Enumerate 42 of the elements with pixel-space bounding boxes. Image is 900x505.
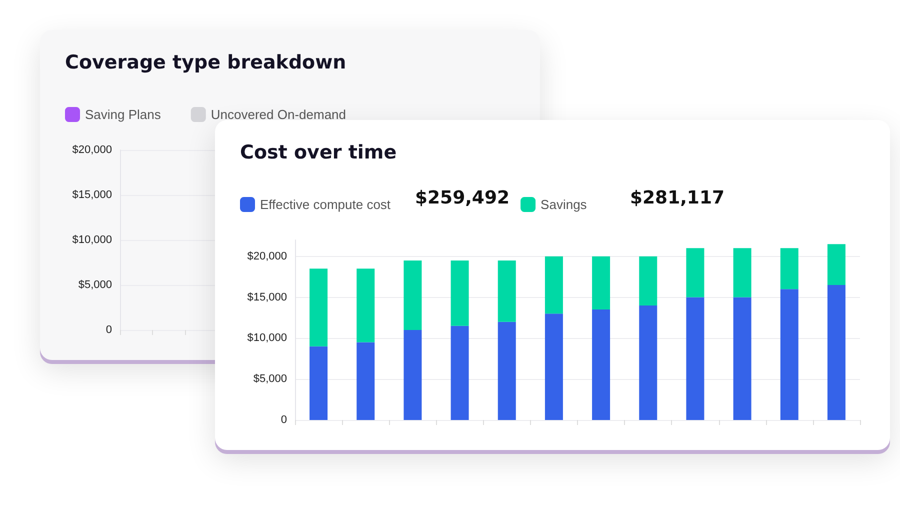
- y-tick-label: $20,000: [247, 250, 287, 262]
- bar: [639, 305, 658, 420]
- bar: [498, 260, 516, 322]
- bar: [404, 330, 422, 420]
- legend-label: Effective compute cost: [260, 197, 391, 212]
- chart-title: Coverage type breakdown: [65, 52, 346, 74]
- bar: [639, 256, 658, 306]
- bar: [592, 310, 610, 420]
- bar: [733, 248, 752, 298]
- y-tick-label: $15,000: [72, 189, 112, 201]
- y-tick-label: 0: [280, 414, 287, 426]
- bar: [827, 244, 846, 285]
- bar: [356, 342, 375, 420]
- legend-label: Uncovered On-demand: [210, 107, 346, 122]
- legend-label: Savings: [540, 197, 588, 212]
- bar: [827, 285, 846, 420]
- text: $281,117: [630, 188, 725, 208]
- bar: [780, 289, 798, 420]
- y-tick-label: $10,000: [247, 332, 287, 344]
- bar: [686, 297, 704, 420]
- annotation: $259,492: [415, 188, 510, 208]
- bar: [733, 297, 752, 420]
- legend-label: Saving Plans: [85, 107, 162, 122]
- y-tick-label: $15,000: [247, 291, 287, 304]
- bar: [780, 248, 798, 290]
- y-tick-label: $10,000: [72, 234, 112, 246]
- bar: [310, 346, 328, 420]
- bar: [356, 268, 375, 342]
- bar: [544, 256, 563, 314]
- bar: [450, 326, 469, 420]
- bar: [310, 268, 328, 346]
- y-tick-label: $5,000: [253, 373, 287, 386]
- chart-title: Cost over time: [240, 142, 397, 164]
- bar: [686, 248, 704, 298]
- bar: [404, 260, 422, 330]
- bar: [544, 314, 563, 420]
- y-tick-label: 0: [106, 324, 112, 336]
- y-tick-label: $20,000: [72, 144, 112, 156]
- bar: [450, 260, 469, 326]
- bar: [592, 256, 610, 310]
- bar: [498, 322, 516, 420]
- y-tick-label: $5,000: [78, 279, 112, 291]
